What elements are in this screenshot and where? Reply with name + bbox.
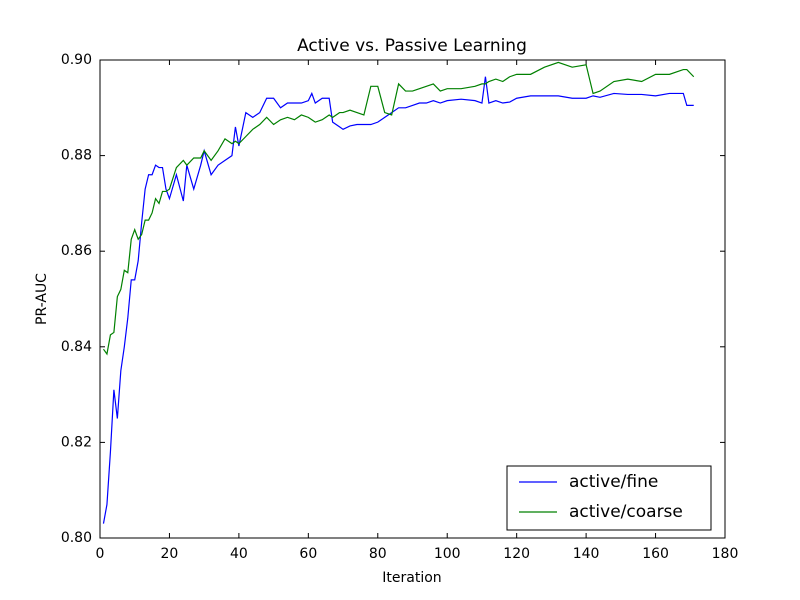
y-tick-label: 0.88: [61, 148, 92, 164]
x-tick-label: 140: [573, 546, 600, 562]
data-line: [102, 76, 694, 524]
y-tick-label: 0.90: [61, 52, 92, 68]
x-axis-label: Iteration: [382, 570, 441, 586]
legend-box: [506, 465, 712, 531]
y-tick-label: 0.82: [61, 434, 92, 450]
x-tick-label: 100: [434, 546, 461, 562]
x-tick-label: 20: [161, 546, 179, 562]
x-tick-label: 160: [642, 546, 669, 562]
y-tick-label: 0.84: [61, 339, 92, 355]
x-tick-label: 180: [712, 546, 739, 562]
y-axis-label: PR-AUC: [34, 273, 50, 325]
x-tick-label: 60: [299, 546, 317, 562]
chart-title: Active vs. Passive Learning: [297, 36, 527, 56]
y-tick-label: 0.86: [61, 243, 92, 259]
y-tick-label: 0.80: [61, 530, 92, 546]
legend-label: active/fine: [569, 472, 658, 492]
x-tick-label: 80: [369, 546, 387, 562]
x-tick-label: 0: [96, 546, 105, 562]
x-tick-label: 40: [230, 546, 248, 562]
data-line: [102, 61, 695, 356]
x-tick-label: 120: [503, 546, 530, 562]
legend-label: active/coarse: [569, 502, 683, 522]
plot-frame: [99, 59, 726, 539]
